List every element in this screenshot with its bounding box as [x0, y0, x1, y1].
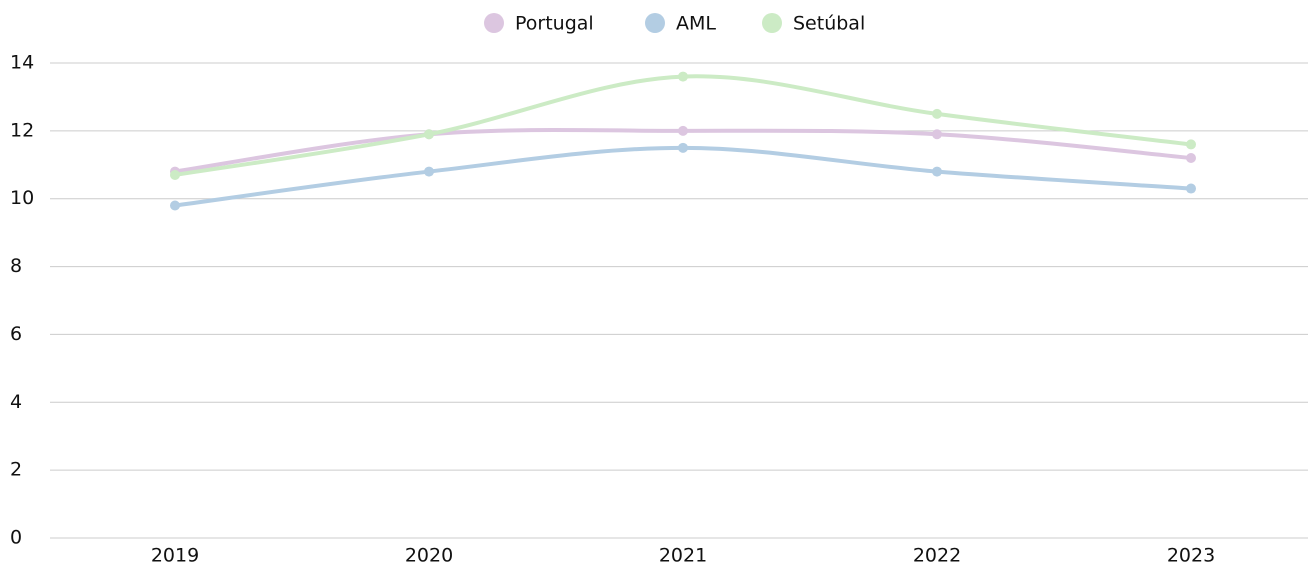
- x-tick-label: 2020: [405, 545, 453, 566]
- legend-label: AML: [676, 13, 716, 35]
- x-tick-label: 2023: [1167, 545, 1215, 566]
- data-point: [424, 129, 434, 140]
- data-point: [1186, 139, 1196, 150]
- x-tick-label: 2019: [151, 545, 199, 566]
- data-point: [932, 129, 942, 140]
- legend-label: Portugal: [515, 13, 594, 35]
- data-point: [678, 142, 688, 153]
- y-tick-label: 2: [10, 459, 22, 481]
- data-point: [678, 125, 688, 136]
- data-point: [678, 71, 688, 82]
- y-tick-label: 4: [10, 391, 22, 413]
- data-point: [932, 166, 942, 177]
- data-point: [170, 169, 180, 180]
- y-tick-label: 8: [10, 255, 22, 277]
- y-tick-label: 10: [10, 187, 34, 209]
- data-point: [170, 200, 180, 211]
- y-tick-label: 0: [10, 527, 22, 549]
- y-tick-label: 6: [10, 323, 22, 345]
- data-point: [1186, 153, 1196, 163]
- y-tick-label: 12: [10, 119, 34, 141]
- y-tick-label: 14: [10, 52, 34, 74]
- legend-swatch: [484, 13, 504, 33]
- data-point: [1186, 183, 1196, 194]
- x-tick-label: 2022: [913, 545, 961, 566]
- legend-label: Setúbal: [793, 13, 865, 35]
- legend-swatch: [645, 13, 665, 33]
- series-line: [174, 145, 1192, 208]
- data-point: [424, 166, 434, 177]
- series-line: [174, 74, 1192, 177]
- x-tick-label: 2021: [659, 545, 707, 566]
- data-point: [932, 108, 942, 119]
- legend-swatch: [762, 13, 782, 33]
